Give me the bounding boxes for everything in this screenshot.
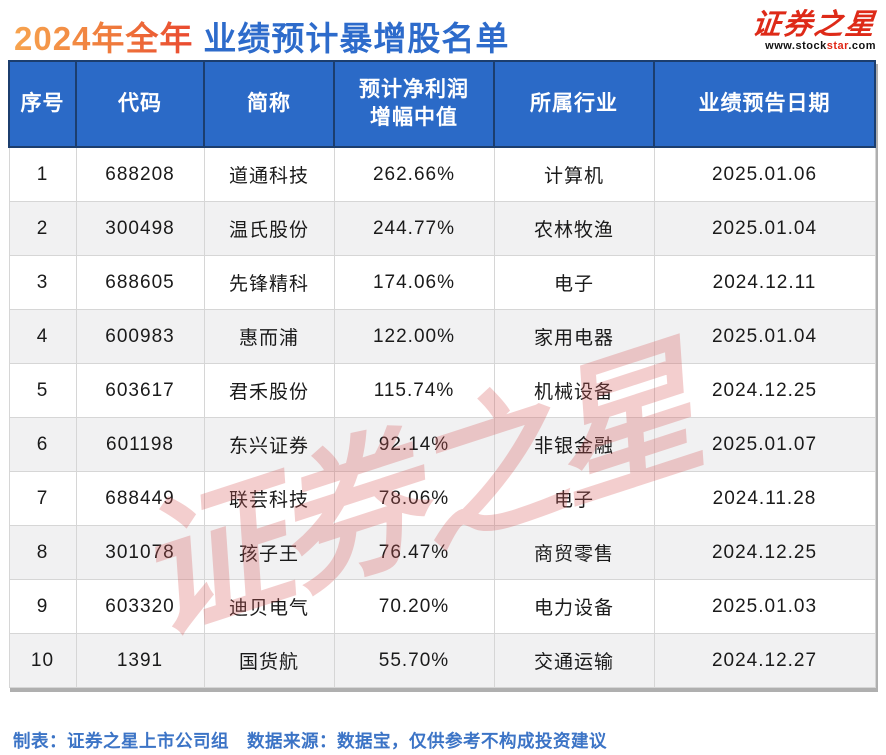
footer-note: 制表：证券之星上市公司组 数据来源：数据宝，仅供参考不构成投资建议: [13, 731, 607, 751]
forecast-date-cell: 2024.12.27: [653, 633, 876, 688]
stock-code-cell: 601198: [75, 417, 205, 472]
profit-growth-cell: 115.74%: [333, 363, 495, 418]
stock-name-cell: 孩子王: [203, 525, 335, 580]
column-header-forecast-date: 业绩预告日期: [653, 60, 876, 148]
row-index-cell: 7: [8, 471, 77, 526]
forecast-date-cell: 2025.01.07: [653, 417, 876, 472]
table-row: 5 603617 君禾股份 115.74% 机械设备 2024.12.25: [8, 363, 876, 418]
logo-url-prefix: www.stock: [765, 40, 827, 53]
stock-name-cell: 道通科技: [203, 146, 335, 202]
table-header-row: 序号 代码 简称 预计净利润 增幅中值 所属行业 业绩预告日期: [8, 60, 876, 148]
profit-growth-cell: 262.66%: [333, 146, 495, 202]
profit-growth-cell: 55.70%: [333, 633, 495, 688]
stock-name-cell: 国货航: [203, 633, 335, 688]
stock-code-cell: 1391: [75, 633, 205, 688]
industry-cell: 电子: [493, 255, 655, 310]
logo-url-suffix: .com: [848, 40, 876, 53]
title-main: 业绩预计暴增股名单: [203, 20, 510, 57]
logo-url-star: star: [826, 40, 849, 53]
stock-code-cell: 688605: [75, 255, 205, 310]
forecast-date-cell: 2025.01.04: [653, 201, 876, 256]
profit-growth-cell: 92.14%: [333, 417, 495, 472]
row-index-cell: 10: [8, 633, 77, 688]
stock-code-cell: 600983: [75, 309, 205, 364]
column-header-industry: 所属行业: [493, 60, 655, 148]
forecast-date-cell: 2025.01.03: [653, 579, 876, 634]
forecast-date-cell: 2025.01.06: [653, 146, 876, 202]
stock-code-cell: 688449: [75, 471, 205, 526]
table-row: 2 300498 温氏股份 244.77% 农林牧渔 2025.01.04: [8, 201, 876, 256]
row-index-cell: 5: [8, 363, 77, 418]
logo-url: www.stockstar.com: [752, 41, 876, 53]
industry-cell: 计算机: [493, 146, 655, 202]
profit-growth-cell: 70.20%: [333, 579, 495, 634]
stock-name-cell: 君禾股份: [203, 363, 335, 418]
profit-growth-cell: 244.77%: [333, 201, 495, 256]
row-index-cell: 2: [8, 201, 77, 256]
stock-code-cell: 603617: [75, 363, 205, 418]
industry-cell: 农林牧渔: [493, 201, 655, 256]
industry-cell: 机械设备: [493, 363, 655, 418]
table-row: 10 1391 国货航 55.70% 交通运输 2024.12.27: [8, 633, 876, 688]
stock-name-cell: 联芸科技: [203, 471, 335, 526]
table-row: 4 600983 惠而浦 122.00% 家用电器 2025.01.04: [8, 309, 876, 364]
stock-code-cell: 603320: [75, 579, 205, 634]
stockstar-logo: 证券之星 www.stockstar.com: [750, 9, 878, 53]
column-header-index: 序号: [8, 60, 77, 148]
column-header-profit-growth: 预计净利润 增幅中值: [333, 60, 495, 148]
table-row: 7 688449 联芸科技 78.06% 电子 2024.11.28: [8, 471, 876, 526]
title-bar: 2024年全年 业绩预计暴增股名单 证券之星 www.stockstar.com: [14, 9, 878, 60]
stock-code-cell: 688208: [75, 146, 205, 202]
row-index-cell: 6: [8, 417, 77, 472]
stock-name-cell: 东兴证券: [203, 417, 335, 472]
table-row: 9 603320 迪贝电气 70.20% 电力设备 2025.01.03: [8, 579, 876, 634]
industry-cell: 家用电器: [493, 309, 655, 364]
column-header-name: 简称: [203, 60, 335, 148]
industry-cell: 商贸零售: [493, 525, 655, 580]
forecast-date-cell: 2024.12.25: [653, 525, 876, 580]
profit-growth-cell: 78.06%: [333, 471, 495, 526]
row-index-cell: 1: [8, 146, 77, 202]
industry-cell: 非银金融: [493, 417, 655, 472]
stock-code-cell: 301078: [75, 525, 205, 580]
logo-brand-text: 证券之星: [750, 9, 878, 41]
table-row: 3 688605 先锋精科 174.06% 电子 2024.12.11: [8, 255, 876, 310]
row-index-cell: 8: [8, 525, 77, 580]
forecast-date-cell: 2025.01.04: [653, 309, 876, 364]
stock-name-cell: 温氏股份: [203, 201, 335, 256]
row-index-cell: 9: [8, 579, 77, 634]
table-row: 1 688208 道通科技 262.66% 计算机 2025.01.06: [8, 146, 876, 202]
row-index-cell: 4: [8, 309, 77, 364]
title-period: 2024年全年: [14, 20, 194, 57]
profit-growth-cell: 174.06%: [333, 255, 495, 310]
profit-growth-cell: 122.00%: [333, 309, 495, 364]
industry-cell: 交通运输: [493, 633, 655, 688]
stock-code-cell: 300498: [75, 201, 205, 256]
industry-cell: 电力设备: [493, 579, 655, 634]
profit-growth-cell: 76.47%: [333, 525, 495, 580]
stock-name-cell: 惠而浦: [203, 309, 335, 364]
stock-name-cell: 先锋精科: [203, 255, 335, 310]
stock-table: 序号 代码 简称 预计净利润 增幅中值 所属行业 业绩预告日期 1 688208 道…: [8, 60, 876, 688]
page-title: 2024年全年 业绩预计暴增股名单: [14, 12, 509, 60]
forecast-date-cell: 2024.12.25: [653, 363, 876, 418]
forecast-date-cell: 2024.12.11: [653, 255, 876, 310]
forecast-date-cell: 2024.11.28: [653, 471, 876, 526]
stock-name-cell: 迪贝电气: [203, 579, 335, 634]
table-row: 8 301078 孩子王 76.47% 商贸零售 2024.12.25: [8, 525, 876, 580]
column-header-code: 代码: [75, 60, 205, 148]
industry-cell: 电子: [493, 471, 655, 526]
table-row: 6 601198 东兴证券 92.14% 非银金融 2025.01.07: [8, 417, 876, 472]
table-body: 1 688208 道通科技 262.66% 计算机 2025.01.06 2 300498 温氏…: [8, 146, 876, 688]
row-index-cell: 3: [8, 255, 77, 310]
